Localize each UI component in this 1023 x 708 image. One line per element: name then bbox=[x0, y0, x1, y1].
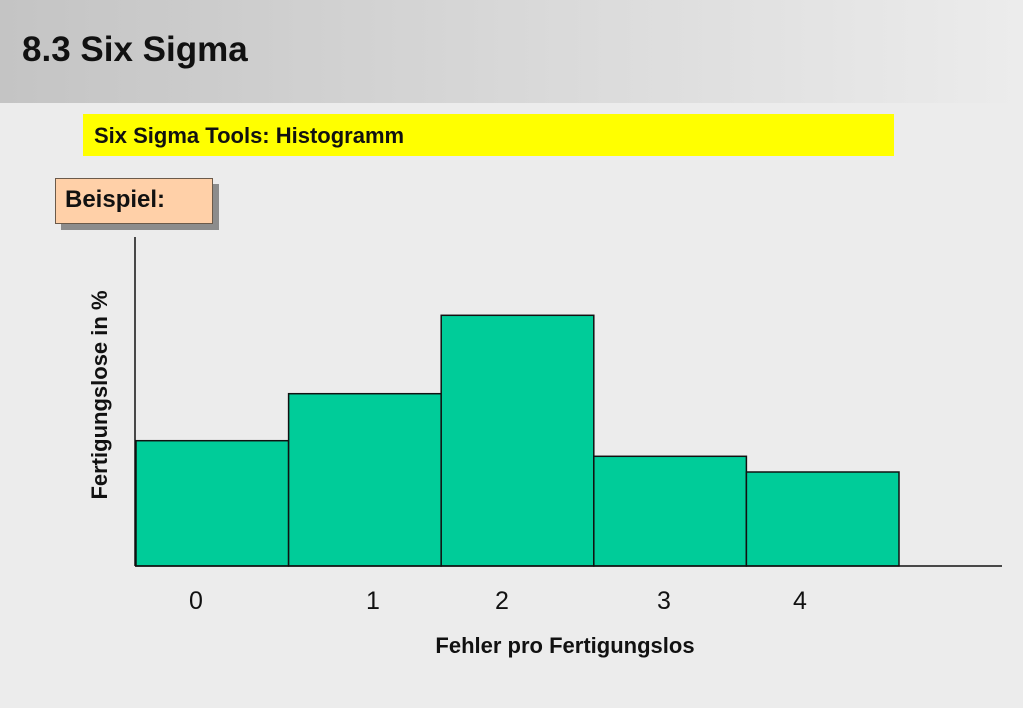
bar-4 bbox=[745, 471, 900, 567]
x-tick-label-1: 1 bbox=[366, 587, 380, 615]
example-box: Beispiel: bbox=[55, 178, 213, 224]
header-band: 8.3 Six Sigma bbox=[0, 0, 1023, 103]
bar-2 bbox=[440, 314, 595, 567]
x-axis-title: Fehler pro Fertigungslos bbox=[435, 633, 694, 658]
bar-1 bbox=[287, 392, 442, 567]
bar-3 bbox=[593, 455, 748, 567]
x-tick-label-4: 4 bbox=[793, 587, 807, 615]
bars-layer bbox=[135, 314, 900, 567]
subtitle-text: Six Sigma Tools: Histogramm bbox=[94, 123, 405, 148]
bar-0 bbox=[135, 439, 290, 567]
x-tick-labels: 0 1 2 3 4 bbox=[189, 587, 807, 615]
page-title: 8.3 Six Sigma bbox=[22, 30, 248, 69]
y-axis-title: Fertigungslose in % bbox=[87, 290, 112, 499]
subtitle-banner: Six Sigma Tools: Histogramm bbox=[83, 114, 894, 156]
x-tick-label-2: 2 bbox=[495, 587, 509, 615]
x-tick-label-3: 3 bbox=[657, 587, 671, 615]
x-tick-label-0: 0 bbox=[189, 587, 203, 615]
example-label: Beispiel: bbox=[65, 186, 166, 213]
